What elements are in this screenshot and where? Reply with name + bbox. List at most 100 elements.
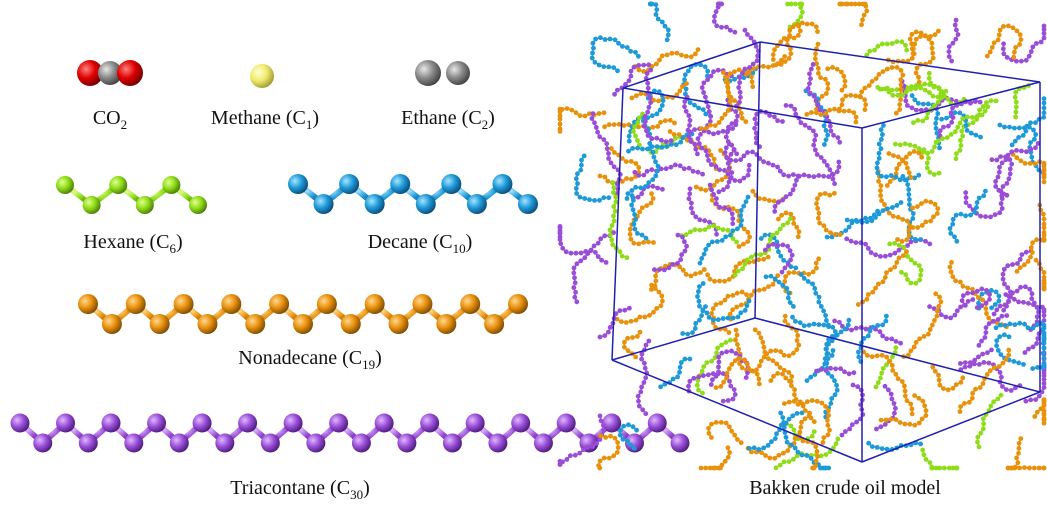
oil-atom bbox=[672, 121, 677, 126]
oil-atom bbox=[824, 452, 829, 457]
oil-atom bbox=[949, 260, 954, 265]
oil-atom bbox=[913, 237, 918, 242]
oil-atom bbox=[775, 231, 780, 236]
oil-atom bbox=[831, 133, 836, 138]
oil-atom bbox=[577, 451, 582, 456]
oil-atom bbox=[1042, 313, 1047, 318]
oil-atom bbox=[591, 41, 596, 46]
oil-atom bbox=[718, 148, 723, 153]
oil-atom bbox=[814, 24, 819, 29]
oil-atom bbox=[682, 166, 687, 171]
oil-atom bbox=[677, 132, 682, 137]
oil-atom bbox=[903, 141, 908, 146]
oil-atom bbox=[892, 241, 897, 246]
oil-atom bbox=[902, 384, 907, 389]
oil-atom bbox=[840, 102, 845, 107]
oil-atom bbox=[815, 206, 820, 211]
figure: CO2 Methane (C1) Ethane (C2) Hexane (C6)… bbox=[0, 0, 1047, 506]
oil-atom bbox=[1042, 222, 1047, 227]
oil-atom bbox=[818, 192, 823, 197]
oil-atom bbox=[821, 174, 826, 179]
oil-atom bbox=[811, 270, 816, 275]
oil-atom bbox=[660, 54, 665, 59]
oil-atom bbox=[906, 228, 911, 233]
oil-atom bbox=[822, 142, 827, 147]
oil-atom bbox=[1000, 314, 1005, 319]
oil-atom bbox=[629, 177, 634, 182]
oil-atom bbox=[729, 429, 734, 434]
oil-atom bbox=[707, 431, 712, 436]
oil-atom bbox=[1035, 365, 1040, 370]
oil-atom bbox=[1017, 321, 1022, 326]
atom bbox=[189, 196, 207, 214]
oil-atom bbox=[828, 401, 833, 406]
oil-atom bbox=[625, 336, 630, 341]
oil-atom bbox=[650, 136, 655, 141]
oil-atom bbox=[651, 196, 656, 201]
oil-atom bbox=[635, 120, 640, 125]
oil-atom bbox=[746, 195, 751, 200]
oil-atom bbox=[1017, 466, 1022, 471]
oil-atom bbox=[744, 199, 749, 204]
oil-atom bbox=[730, 126, 735, 131]
oil-atom bbox=[1041, 212, 1046, 217]
oil-atom bbox=[776, 453, 781, 458]
oil-atom bbox=[675, 261, 680, 266]
oil-atom bbox=[997, 165, 1002, 170]
oil-atom bbox=[786, 296, 791, 301]
oil-atom bbox=[881, 123, 886, 128]
oil-atom bbox=[793, 436, 798, 441]
oil-atom bbox=[802, 323, 807, 328]
oil-atom bbox=[961, 284, 966, 289]
oil-atom bbox=[651, 150, 656, 155]
oil-atom bbox=[937, 466, 942, 471]
oil-atom bbox=[893, 142, 898, 147]
oil-atom bbox=[1008, 172, 1013, 177]
oil-atom bbox=[850, 219, 855, 224]
oil-atom bbox=[808, 91, 813, 96]
oil-atom bbox=[941, 386, 946, 391]
oil-atom bbox=[826, 342, 831, 347]
oil-atom bbox=[843, 429, 848, 434]
oil-atom bbox=[643, 119, 648, 124]
oil-atom bbox=[787, 400, 792, 405]
oil-atom bbox=[900, 157, 905, 162]
oil-atom bbox=[773, 277, 778, 282]
oil-atom bbox=[707, 109, 712, 114]
oil-atom bbox=[821, 309, 826, 314]
oil-atom bbox=[1010, 262, 1015, 267]
oil-atom bbox=[1042, 36, 1047, 41]
oil-atom bbox=[1022, 465, 1027, 470]
oil-atom bbox=[573, 290, 578, 295]
oil-atom bbox=[948, 316, 953, 321]
oil-atom bbox=[964, 123, 969, 128]
atom bbox=[314, 194, 334, 214]
oil-atom bbox=[977, 362, 982, 367]
oil-atom bbox=[624, 176, 629, 181]
oil-atom bbox=[824, 368, 829, 373]
oil-atom bbox=[763, 248, 768, 253]
oil-atom bbox=[596, 241, 601, 246]
oil-atom bbox=[695, 383, 700, 388]
oil-atom bbox=[636, 242, 641, 247]
oil-atom bbox=[622, 345, 627, 350]
oil-atom bbox=[607, 456, 612, 461]
oil-atom bbox=[688, 139, 693, 144]
oil-atom bbox=[611, 453, 616, 458]
box-edge bbox=[862, 392, 1040, 462]
oil-atom bbox=[1027, 54, 1032, 59]
atom bbox=[341, 314, 361, 334]
oil-atom bbox=[947, 44, 952, 49]
oil-atom bbox=[843, 79, 848, 84]
oil-atom bbox=[790, 413, 795, 418]
oil-atom bbox=[694, 185, 699, 190]
oil-atom bbox=[894, 175, 899, 180]
oil-atom bbox=[951, 217, 956, 222]
atom bbox=[441, 174, 461, 194]
oil-atom bbox=[642, 124, 647, 129]
oil-atom bbox=[713, 123, 718, 128]
oil-atom bbox=[737, 244, 742, 249]
oil-atom bbox=[917, 146, 922, 151]
oil-atom bbox=[773, 348, 778, 353]
oil-atom bbox=[922, 403, 927, 408]
